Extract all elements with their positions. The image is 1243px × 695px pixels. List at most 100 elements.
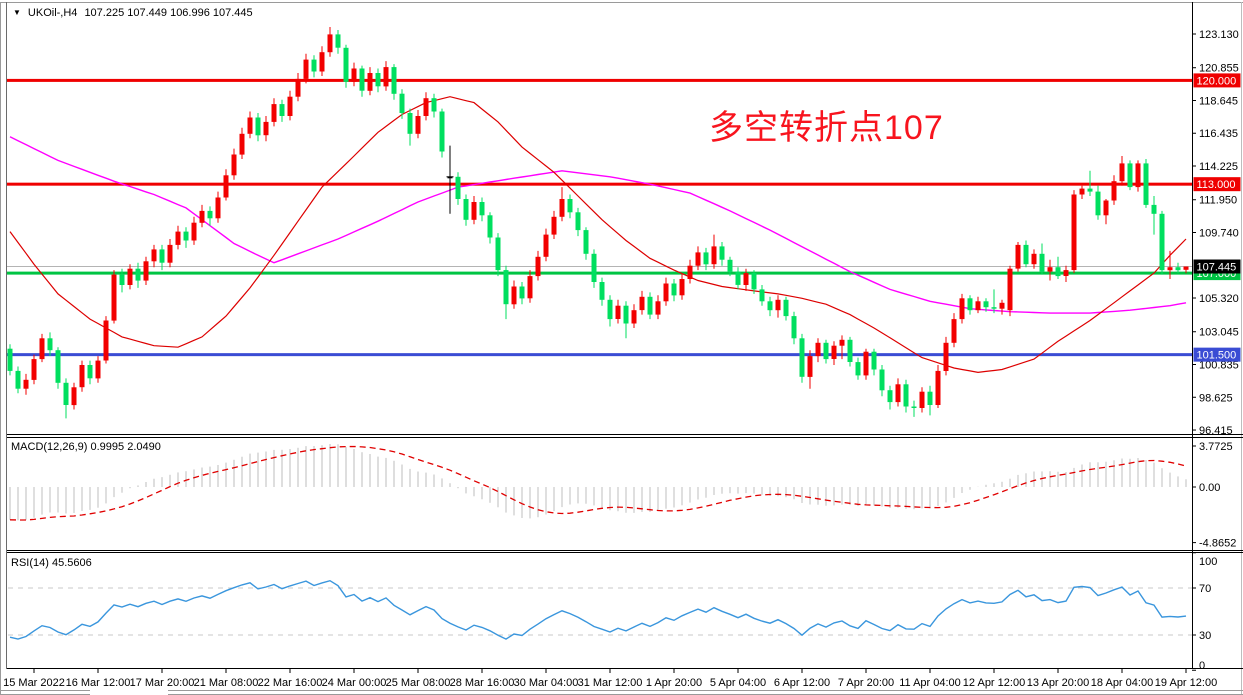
candle-body[interactable]: [1183, 266, 1189, 270]
candle-body[interactable]: [599, 282, 605, 300]
horizontal-level-lines[interactable]: [7, 78, 1192, 357]
candle-body[interactable]: [1023, 244, 1029, 265]
candle-body[interactable]: [343, 47, 349, 82]
level-line-120.000[interactable]: [7, 78, 1192, 82]
candle-body[interactable]: [879, 369, 885, 391]
candle-body[interactable]: [815, 342, 821, 357]
candle-body[interactable]: [527, 276, 533, 299]
candle-body[interactable]: [71, 387, 77, 406]
candle-body[interactable]: [455, 176, 461, 199]
candle-body[interactable]: [263, 121, 269, 136]
candle-body[interactable]: [1143, 163, 1149, 205]
candle-body[interactable]: [823, 342, 829, 360]
macd-panel[interactable]: 3.7725 0.00 -4.8652: [9, 441, 1236, 550]
candle-body[interactable]: [535, 256, 541, 277]
candle-body[interactable]: [447, 176, 453, 179]
candle-body[interactable]: [735, 271, 741, 285]
candle-body[interactable]: [1047, 267, 1053, 272]
candle-body[interactable]: [543, 234, 549, 257]
candle-body[interactable]: [247, 117, 253, 134]
candle-body[interactable]: [39, 338, 45, 360]
candle-body[interactable]: [303, 59, 309, 79]
candle-body[interactable]: [255, 117, 261, 136]
candle-body[interactable]: [551, 216, 557, 235]
candle-body[interactable]: [615, 305, 621, 319]
candle-body[interactable]: [871, 351, 877, 370]
candle-body[interactable]: [135, 268, 141, 281]
candle-body[interactable]: [1039, 253, 1045, 272]
level-line-107.000[interactable]: [7, 271, 1192, 275]
candle-body[interactable]: [399, 93, 405, 113]
candle-body[interactable]: [335, 34, 341, 48]
candle-body[interactable]: [423, 98, 429, 116]
time-axis[interactable]: 15 Mar 202216 Mar 12:0017 Mar 20:0021 Ma…: [3, 669, 1217, 689]
candle-body[interactable]: [487, 215, 493, 238]
candle-body[interactable]: [895, 384, 901, 403]
candle-body[interactable]: [159, 249, 165, 263]
candle-body[interactable]: [1015, 244, 1021, 269]
candle-body[interactable]: [647, 296, 653, 315]
candle-body[interactable]: [663, 283, 669, 302]
candle-body[interactable]: [503, 270, 509, 305]
candle-body[interactable]: [231, 154, 237, 176]
candle-body[interactable]: [623, 305, 629, 324]
candle-body[interactable]: [559, 199, 565, 217]
candle-body[interactable]: [1111, 181, 1117, 201]
candle-body[interactable]: [1159, 213, 1165, 271]
candle-body[interactable]: [79, 365, 85, 388]
candle-body[interactable]: [951, 319, 957, 343]
time-scale-surface[interactable]: [7, 670, 1192, 694]
candle-body[interactable]: [1071, 194, 1077, 271]
candle-body[interactable]: [359, 68, 365, 91]
candle-body[interactable]: [1119, 163, 1125, 182]
candle-body[interactable]: [199, 210, 205, 223]
macd-chart-surface[interactable]: [7, 438, 1192, 550]
candle-body[interactable]: [143, 261, 149, 281]
collapse-indicator-icon[interactable]: ▼: [13, 8, 21, 17]
candle-body[interactable]: [591, 253, 597, 282]
candle-body[interactable]: [111, 274, 117, 321]
candle-body[interactable]: [799, 338, 805, 377]
candle-body[interactable]: [711, 246, 717, 265]
candle-body[interactable]: [575, 212, 581, 231]
candle-body[interactable]: [479, 202, 485, 216]
candle-body[interactable]: [943, 342, 949, 371]
candle-body[interactable]: [127, 268, 133, 285]
candle-body[interactable]: [1063, 270, 1069, 276]
candle-body[interactable]: [511, 286, 517, 305]
candle-body[interactable]: [1151, 204, 1157, 214]
candle-body[interactable]: [287, 96, 293, 116]
rsi-chart-surface[interactable]: [7, 552, 1192, 669]
candle-body[interactable]: [687, 265, 693, 279]
candle-body[interactable]: [783, 299, 789, 317]
candle-body[interactable]: [1127, 163, 1133, 188]
candle-body[interactable]: [175, 231, 181, 245]
candle-body[interactable]: [671, 283, 677, 296]
candle-body[interactable]: [119, 274, 125, 285]
candle-body[interactable]: [1031, 253, 1037, 265]
candle-body[interactable]: [1167, 267, 1173, 271]
candle-body[interactable]: [1007, 268, 1013, 311]
candle-body[interactable]: [7, 348, 13, 371]
candle-body[interactable]: [839, 339, 845, 346]
candle-body[interactable]: [407, 113, 413, 134]
candle-body[interactable]: [439, 111, 445, 152]
candle-body[interactable]: [791, 316, 797, 339]
candle-body[interactable]: [151, 249, 157, 262]
candle-body[interactable]: [103, 320, 109, 361]
candle-body[interactable]: [375, 73, 381, 87]
candle-body[interactable]: [703, 252, 709, 265]
candle-body[interactable]: [183, 231, 189, 241]
candlestick-series[interactable]: [7, 27, 1189, 419]
candle-body[interactable]: [927, 391, 933, 405]
candle-body[interactable]: [743, 273, 749, 285]
rsi-panel[interactable]: 100 70 30 0: [8, 552, 1217, 672]
candle-body[interactable]: [23, 379, 29, 389]
candle-body[interactable]: [1087, 188, 1093, 192]
candle-body[interactable]: [295, 78, 301, 97]
candle-body[interactable]: [935, 370, 941, 405]
candle-body[interactable]: [751, 273, 757, 290]
candle-body[interactable]: [775, 299, 781, 311]
candle-body[interactable]: [191, 222, 197, 241]
candle-body[interactable]: [31, 359, 37, 380]
